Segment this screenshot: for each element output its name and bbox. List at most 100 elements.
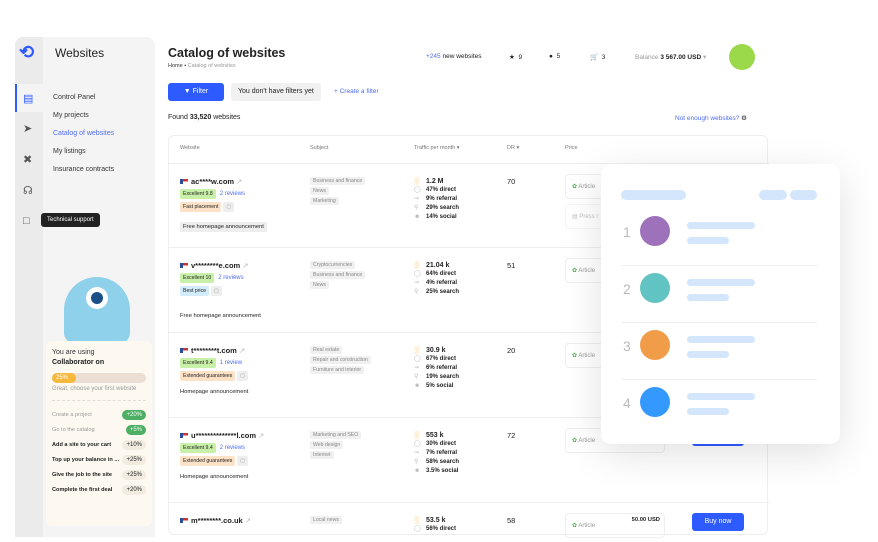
- comment-icon: ▢: [223, 202, 235, 212]
- comment-icon: ▢: [237, 456, 249, 466]
- task-item[interactable]: Go to the catalog +5%: [52, 422, 146, 437]
- not-enough-link[interactable]: Not enough websites? ⚙: [675, 115, 747, 122]
- task-item[interactable]: Top up your balance in ... +25%: [52, 452, 146, 467]
- subjects: Marketing and SEO Web design Internet: [310, 431, 362, 461]
- price-option[interactable]: ✿ Article 50.00 USD: [565, 513, 665, 538]
- task-item[interactable]: Add a site to your cart +10%: [52, 437, 146, 452]
- cart-icon: 🛒: [590, 54, 599, 61]
- promo-line1: You are using: [52, 349, 95, 356]
- site-name[interactable]: m********.co.uk ↗: [180, 516, 251, 525]
- site-name[interactable]: t********t.com ↗: [180, 346, 245, 355]
- subject-tag: Furniture and interior: [310, 366, 365, 374]
- placeholder-pill: [790, 190, 817, 200]
- rank-number: 3: [623, 338, 631, 354]
- announcement: Free homepage announcement: [180, 313, 261, 319]
- filters-status: You don't have filters yet: [231, 83, 321, 101]
- site-name[interactable]: u**************l.com ↗: [180, 431, 264, 440]
- avatar[interactable]: [729, 44, 755, 70]
- avatar-circle: [640, 330, 670, 360]
- feather-icon: ✿: [572, 268, 578, 274]
- chat-icon: ●: [549, 53, 553, 60]
- tools-icon[interactable]: ✖: [23, 154, 33, 166]
- subject-tag: Cryptocurrencies: [310, 261, 356, 269]
- catalog-icon[interactable]: ▤: [23, 93, 34, 105]
- sidebar-item-insurance[interactable]: Insurance contracts: [53, 166, 115, 173]
- task-item[interactable]: Create a project +20%: [52, 407, 146, 422]
- task-item[interactable]: Complete the first deal +20%: [52, 482, 146, 497]
- sidebar-item-my-listings[interactable]: My listings: [53, 148, 86, 155]
- subject-tag: Marketing: [310, 197, 339, 205]
- tags: Best price ▢: [180, 286, 222, 296]
- ranking-card: 1 2 3 4: [601, 164, 840, 444]
- sidebar-item-my-projects[interactable]: My projects: [53, 112, 89, 119]
- social-icon: ☻: [414, 468, 421, 474]
- header-website: Website: [180, 145, 200, 151]
- subject-tag: Business and finance: [310, 271, 366, 279]
- traffic: ░ 553 k ◯ 30% direct ⇝ 7% referral ⚲ 58% search…: [414, 432, 460, 474]
- external-link-icon: ↗: [244, 516, 252, 525]
- traffic-bars-icon: ░: [414, 262, 419, 269]
- reviews-link[interactable]: 1 review: [219, 360, 243, 366]
- reviews-link[interactable]: 2 reviews: [218, 275, 244, 281]
- site-name[interactable]: ac****w.com ↗: [180, 177, 242, 186]
- social-icon: ☻: [414, 383, 421, 389]
- header-price: Price: [565, 145, 578, 151]
- subject-tag: Repair and construction: [310, 356, 371, 364]
- cart-button[interactable]: 🛒 3: [590, 54, 606, 61]
- tooltip: Technical support: [41, 213, 100, 227]
- reviews-link[interactable]: 2 reviews: [219, 191, 246, 197]
- chevron-down-icon: ▾: [702, 54, 707, 61]
- rating: Excellent 9.8 2 reviews: [180, 189, 245, 199]
- traffic-bars-icon: ░: [414, 432, 419, 439]
- reviews-link[interactable]: 2 reviews: [219, 445, 246, 451]
- gear-icon: ⚙: [741, 115, 747, 122]
- direct-icon: ◯: [414, 187, 421, 193]
- avatar-circle: [640, 387, 670, 417]
- search-icon: ⚲: [414, 205, 419, 211]
- comment-icon: ▢: [237, 371, 249, 381]
- new-websites-link[interactable]: +245 new websites: [426, 53, 482, 60]
- balance-dropdown[interactable]: Balance 3 567.00 USD ▾: [635, 54, 707, 61]
- headset-icon[interactable]: ☊: [23, 185, 33, 197]
- flag-icon: [180, 348, 188, 353]
- header-dr[interactable]: DR ▾: [507, 145, 520, 151]
- traffic-bars-icon: ░: [414, 178, 419, 185]
- breadcrumb: Home • Catalog of websites: [168, 63, 236, 69]
- feather-icon: ✿: [572, 523, 578, 529]
- filter-button[interactable]: ▼ Filter: [168, 83, 224, 101]
- direct-icon: ◯: [414, 271, 421, 277]
- referral-icon: ⇝: [414, 196, 420, 202]
- tags: Extended guarantees ▢: [180, 456, 249, 466]
- external-link-icon: ↗: [238, 346, 246, 355]
- header-traffic[interactable]: Traffic per month ▾: [414, 145, 460, 151]
- subjects: Local news: [310, 516, 342, 526]
- breadcrumb-home[interactable]: Home: [168, 63, 183, 69]
- ranking-row: 4: [621, 380, 817, 437]
- subject-tag: Web design: [310, 441, 344, 449]
- site-name[interactable]: v********e.com ↗: [180, 261, 249, 270]
- favorites-button[interactable]: ★ 9: [509, 54, 523, 61]
- rank-number: 2: [623, 281, 631, 297]
- rating: Excellent 9.4 2 reviews: [180, 443, 245, 453]
- flag-icon: [180, 518, 188, 523]
- ranking-row: 2: [621, 266, 817, 323]
- task-item[interactable]: Give the job to the site +25%: [52, 467, 146, 482]
- results-count: Found 33,520 websites: [168, 114, 241, 121]
- feather-icon: ✿: [572, 438, 578, 444]
- messages-button[interactable]: ● 5: [549, 53, 561, 60]
- subject-tag: Business and finance: [310, 177, 366, 185]
- dr-value: 72: [507, 431, 516, 440]
- support-chat-icon[interactable]: □: [23, 215, 30, 227]
- page-title: Catalog of websites: [168, 46, 286, 60]
- buy-now-button[interactable]: Buy now: [692, 513, 744, 531]
- referral-icon: ⇝: [414, 450, 420, 456]
- dr-value: 58: [507, 516, 516, 525]
- external-link-icon: ↗: [258, 431, 265, 440]
- announcement: Free homepage announcement: [180, 222, 267, 232]
- sidebar-item-catalog[interactable]: Catalog of websites: [53, 130, 115, 137]
- external-link-icon: ↗: [242, 261, 249, 270]
- paper-plane-icon[interactable]: ➤: [23, 123, 33, 135]
- avatar-circle: [640, 273, 670, 303]
- sidebar-item-control-panel[interactable]: Control Panel: [53, 94, 96, 101]
- create-filter-link[interactable]: + Create a filter: [334, 88, 379, 95]
